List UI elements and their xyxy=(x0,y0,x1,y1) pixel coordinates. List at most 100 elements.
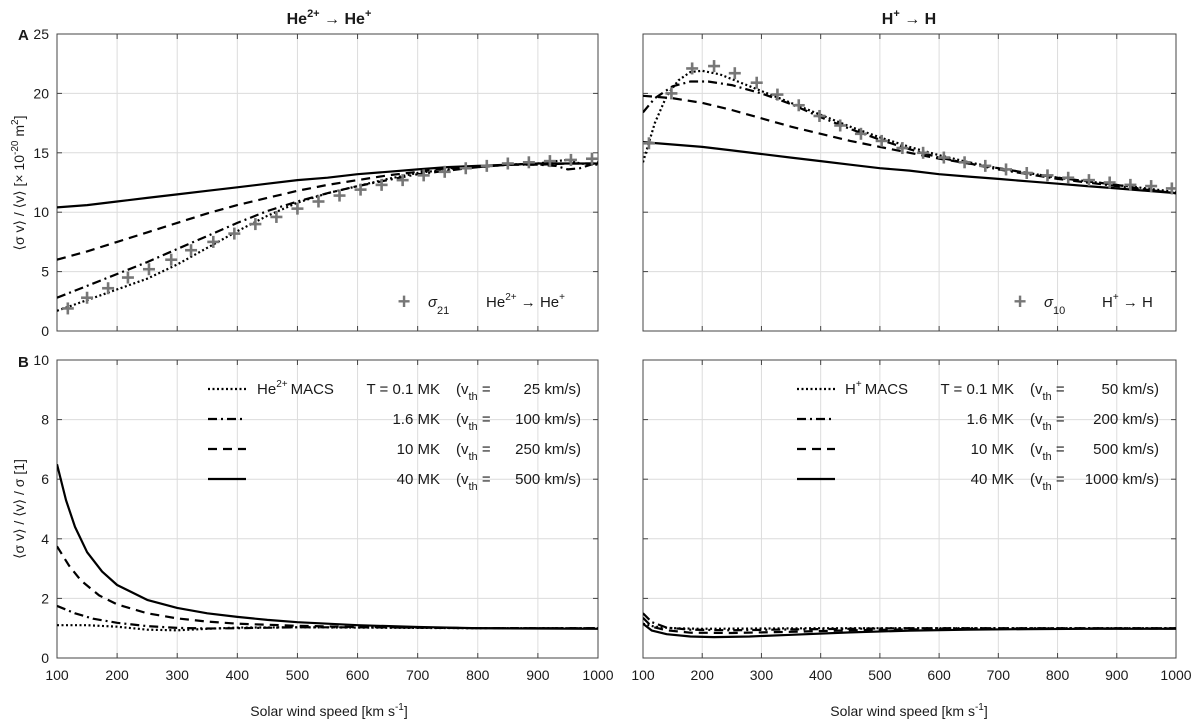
legend-top-left: + σ21 He2+ → He+ xyxy=(398,289,566,317)
data-marker-plus xyxy=(185,244,198,257)
data-marker-plus xyxy=(896,142,909,155)
data-marker-plus xyxy=(522,156,535,169)
x-tick-label: 400 xyxy=(809,667,833,683)
data-marker-plus xyxy=(396,174,409,187)
x-tick-label: 600 xyxy=(927,667,951,683)
x-tick-label: 500 xyxy=(286,667,310,683)
data-marker-plus xyxy=(102,282,115,295)
y-tick-label: 5 xyxy=(41,264,49,280)
series-line-dotted xyxy=(57,624,598,632)
data-marker-plus xyxy=(417,169,430,182)
series-line-dashdot xyxy=(643,612,1176,632)
legend-temp-label: 1.6 MK xyxy=(392,411,440,428)
data-marker-plus xyxy=(81,291,94,304)
data-marker-plus xyxy=(585,152,598,165)
legend-temp-label: T = 0.1 MK xyxy=(366,381,440,398)
data-marker-plus xyxy=(834,119,847,132)
series-line-dashed xyxy=(57,545,598,630)
series-line-solid xyxy=(643,141,1176,195)
y-tick-label: 2 xyxy=(41,590,49,606)
panel-a-right xyxy=(642,33,1177,332)
x-tick-label: 500 xyxy=(868,667,892,683)
data-marker-plus xyxy=(270,210,283,223)
x-tick-label: 600 xyxy=(346,667,370,683)
legend-reaction-label: He2+ → He+ xyxy=(486,292,565,311)
data-marker-plus xyxy=(937,151,950,164)
legend-sigma-label: σ21 xyxy=(428,294,449,317)
legend-marker-symbol: + xyxy=(1014,289,1027,314)
data-marker-plus xyxy=(312,195,325,208)
legend-bottom-left: He2+ MACS T = 0.1 MK 1.6 MK 10 MK 40 MK (… xyxy=(208,379,581,493)
data-marker-plus xyxy=(1124,178,1137,191)
y-tick-label: 0 xyxy=(41,650,49,666)
data-marker-plus xyxy=(979,159,992,172)
x-tick-label: 1000 xyxy=(1160,667,1191,683)
axes-frame xyxy=(56,33,599,332)
plot-area xyxy=(57,152,598,315)
data-marker-plus xyxy=(165,253,178,266)
legend-top-right: + σ10 H+ → H xyxy=(1014,289,1153,317)
data-marker-plus xyxy=(728,67,741,80)
legend-vth-label: (vth = 50 km/s) xyxy=(1030,381,1159,403)
legend-vth-label: (vth = 500 km/s) xyxy=(1030,441,1159,463)
data-marker-plus xyxy=(958,156,971,169)
data-marker-plus xyxy=(917,146,930,159)
y-tick-label: 8 xyxy=(41,412,49,428)
legend-marker-symbol: + xyxy=(398,289,411,314)
data-marker-plus xyxy=(480,159,493,172)
x-tick-label: 800 xyxy=(466,667,490,683)
series-line-dashed xyxy=(57,162,598,261)
x-tick-label: 400 xyxy=(226,667,250,683)
axes-frame xyxy=(642,359,1177,659)
legend-sigma-label: σ10 xyxy=(1044,294,1065,317)
data-marker-plus xyxy=(333,189,346,202)
data-marker-plus xyxy=(249,218,262,231)
data-marker-plus xyxy=(142,263,155,276)
data-marker-plus xyxy=(354,183,367,196)
data-marker-plus xyxy=(750,76,763,89)
series-line-dashed xyxy=(643,94,1176,195)
x-tick-label: 300 xyxy=(166,667,190,683)
data-marker-plus xyxy=(771,88,784,101)
legend-vth-label: (vth = 500 km/s) xyxy=(456,471,581,493)
x-tick-label: 100 xyxy=(45,667,69,683)
x-tick-label: 200 xyxy=(105,667,129,683)
y-tick-label: 6 xyxy=(41,471,49,487)
data-marker-plus xyxy=(686,62,699,75)
data-marker-plus xyxy=(61,302,74,315)
data-marker-plus xyxy=(207,235,220,248)
y-tick-label: 4 xyxy=(41,531,49,547)
x-axis-label-left: Solar wind speed [km s-1] xyxy=(250,702,408,719)
x-tick-label: 100 xyxy=(631,667,655,683)
legend-temp-label: 10 MK xyxy=(971,441,1014,458)
x-tick-label: 1000 xyxy=(582,667,613,683)
x-tick-label: 900 xyxy=(526,667,550,683)
legend-temp-label: 40 MK xyxy=(971,471,1014,488)
data-marker-plus xyxy=(708,60,721,73)
x-tick-label: 700 xyxy=(406,667,430,683)
title-right: H+ → H xyxy=(882,8,936,28)
legend-temp-label: 10 MK xyxy=(397,441,440,458)
data-marker-plus xyxy=(1000,163,1013,176)
data-marker-plus xyxy=(1062,171,1075,184)
y-tick-label: 15 xyxy=(33,145,49,161)
series-line-dotted xyxy=(643,69,1176,194)
series-line-solid xyxy=(57,162,598,209)
data-marker-plus xyxy=(875,134,888,147)
legend-ion-label: H+ MACS xyxy=(845,379,908,398)
y-tick-label: 0 xyxy=(41,323,49,339)
data-marker-plus xyxy=(813,109,826,122)
legend-vth-label: (vth = 100 km/s) xyxy=(456,411,581,433)
series-line-solid xyxy=(643,622,1176,639)
axes-frame xyxy=(642,33,1177,332)
data-marker-plus xyxy=(1020,166,1033,179)
data-marker-plus xyxy=(564,153,577,166)
legend-vth-label: (vth = 200 km/s) xyxy=(1030,411,1159,433)
data-marker-plus xyxy=(1103,176,1116,189)
y-tick-label: 20 xyxy=(33,85,49,101)
data-marker-plus xyxy=(665,87,678,100)
legend-temp-label: 1.6 MK xyxy=(966,411,1014,428)
legend-bottom-right: H+ MACS T = 0.1 MK 1.6 MK 10 MK 40 MK (vt… xyxy=(797,379,1159,493)
data-marker-plus xyxy=(792,99,805,112)
